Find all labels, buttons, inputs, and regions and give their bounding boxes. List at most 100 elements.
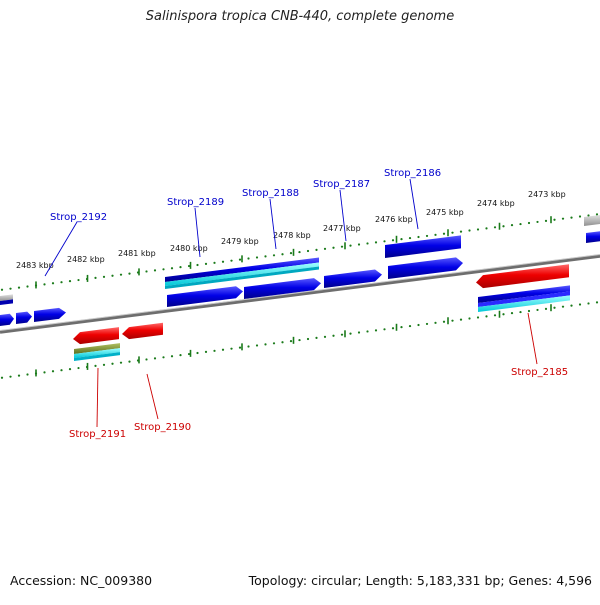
ruler-dot: [187, 264, 191, 268]
ruler-dot: [527, 309, 531, 313]
gene-arrow-strop-2189[interactable]: [167, 286, 243, 307]
gene-arrow-left-1[interactable]: [0, 313, 14, 326]
ruler-dot: [187, 352, 191, 356]
ruler-dot: [502, 225, 505, 228]
kbp-tick-label: 2474 kbp: [477, 199, 515, 208]
ruler-dot: [476, 316, 480, 319]
gene-label-top[interactable]: Strop_2188: [242, 188, 299, 199]
ruler-dot: [119, 361, 123, 364]
ruler-dot: [536, 308, 539, 312]
ruler-dot: [578, 303, 582, 306]
gene-features: [0, 214, 600, 361]
ruler-dot: [468, 229, 471, 232]
cds-band-strop-2189: [165, 262, 319, 286]
ruler-dot: [179, 354, 182, 357]
ruler-dot: [60, 369, 63, 372]
ruler-dot: [43, 283, 46, 286]
ruler-dot: [510, 224, 514, 227]
ruler-dot: [170, 267, 174, 270]
ruler-dot: [102, 275, 106, 278]
label-leader-line: [44, 221, 78, 277]
ruler-dot: [68, 280, 72, 283]
ruler-dot: [111, 274, 114, 277]
ruler-dot: [357, 331, 361, 334]
ruler-dot: [442, 320, 446, 323]
kbp-tick-label: 2476 kbp: [375, 215, 413, 224]
gene-arrow-strop-2187[interactable]: [324, 269, 382, 288]
ruler-dot: [213, 349, 216, 352]
ruler-dot: [77, 278, 80, 282]
ruler-dot: [340, 333, 344, 336]
gene-label-bottom[interactable]: Strop_2185: [511, 367, 568, 378]
accession-text: Accession: NC_009380: [10, 573, 153, 588]
kbp-tick-label: 2473 kbp: [528, 190, 566, 199]
ruler-dot: [272, 342, 276, 345]
ruler-dot: [43, 371, 46, 374]
ruler-dot: [400, 326, 403, 329]
gene-label-top[interactable]: Strop_2189: [167, 197, 224, 208]
gene-arrow-left-3[interactable]: [34, 307, 66, 322]
gene-arrow-left-2[interactable]: [16, 311, 32, 324]
ruler-dot: [451, 319, 454, 322]
ruler-dot: [595, 213, 599, 216]
ruler-dot: [425, 322, 429, 326]
gene-label-top[interactable]: Strop_2186: [384, 168, 441, 179]
ruler-dot: [298, 338, 301, 342]
ruler-dot: [26, 373, 29, 376]
label-leader-line: [409, 178, 419, 230]
gene-label-top[interactable]: Strop_2187: [313, 179, 370, 190]
ruler-dot: [281, 253, 284, 256]
gene-label-top[interactable]: Strop_2192: [50, 212, 107, 223]
label-leader-line: [527, 312, 538, 365]
gene-arrow-strop-2190[interactable]: [122, 322, 163, 340]
ruler-dot: [485, 315, 488, 318]
gene-arrow-strop-2188[interactable]: [244, 278, 321, 299]
ruler-dot: [221, 260, 225, 263]
ruler-dot: [408, 236, 412, 240]
ruler-dot: [230, 259, 233, 262]
tick-rulers: [0, 213, 599, 379]
ruler-dot: [417, 235, 420, 239]
cds-band-strop-2189: [165, 257, 319, 282]
partial-feature-right: [584, 214, 600, 226]
ruler-dot: [561, 305, 565, 308]
ruler-dot: [323, 335, 327, 338]
ruler-dot: [289, 252, 293, 255]
partial-feature-right: [586, 231, 600, 243]
ruler-dot: [60, 281, 63, 284]
gene-arrow-strop-2186[interactable]: [388, 257, 463, 279]
ruler-dot: [468, 317, 471, 320]
gene-arrow-strop-2191[interactable]: [73, 327, 119, 345]
kbp-tick-label: 2481 kbp: [118, 249, 156, 258]
ruler-dot: [587, 302, 590, 305]
gene-labels: 2483 kbp 2482 kbp 2481 kbp 2480 kbp 2479 kbp…: [16, 168, 568, 440]
ruler-dot: [570, 304, 573, 307]
cds-band-strop-2186: [385, 235, 461, 258]
ruler-dot: [204, 350, 208, 354]
ruler-dot: [434, 233, 437, 236]
ruler-dot: [417, 323, 420, 327]
ruler-dot: [374, 329, 378, 332]
partial-feature-left: [0, 299, 13, 305]
ruler-dot: [102, 363, 106, 366]
ruler-dot: [553, 218, 556, 221]
ruler-dot: [68, 368, 72, 371]
ruler-dot: [247, 345, 250, 348]
ruler-dot: [0, 288, 4, 291]
gene-label-bottom[interactable]: Strop_2190: [134, 422, 191, 433]
ruler-dot: [306, 249, 310, 253]
ruler-dot: [519, 222, 522, 226]
ruler-dot: [17, 374, 21, 377]
ruler-dot: [204, 262, 208, 266]
kbp-tick-label: 2482 kbp: [67, 255, 105, 264]
kbp-tick-label: 2479 kbp: [221, 237, 259, 246]
ruler-dot: [408, 324, 412, 328]
ruler-dot: [459, 230, 463, 233]
ruler-dot: [570, 216, 573, 219]
gene-label-bottom[interactable]: Strop_2191: [69, 429, 126, 440]
gene-arrow-strop-2185[interactable]: [476, 264, 569, 289]
ruler-dot: [315, 248, 318, 252]
ruler-dot: [128, 360, 131, 363]
